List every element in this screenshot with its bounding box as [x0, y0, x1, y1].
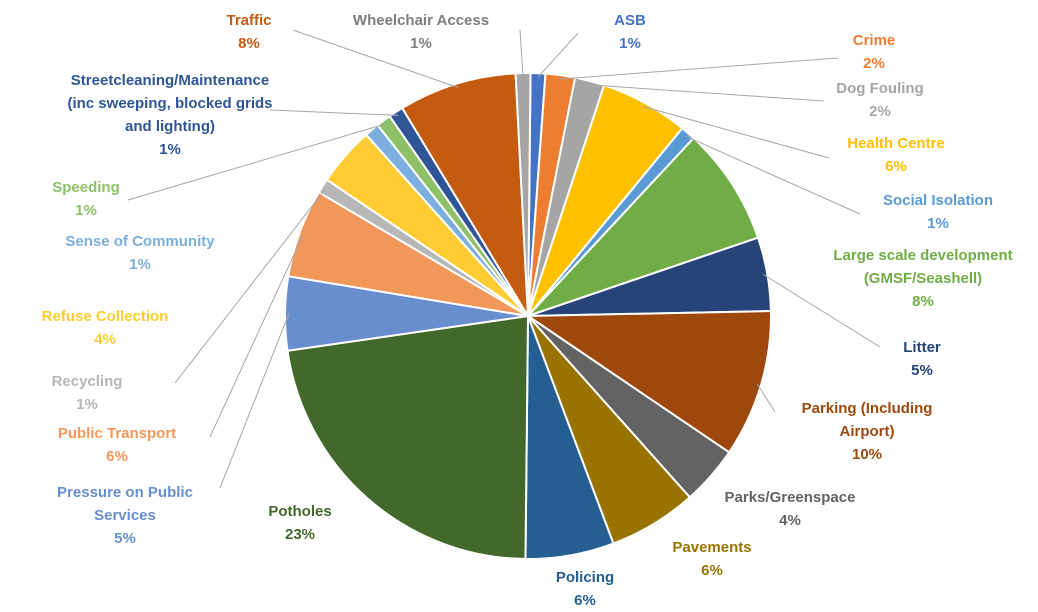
data-label-category: Streetcleaning/Maintenance: [71, 72, 269, 89]
leader-line: [559, 57, 839, 80]
data-label-percent: 4%: [94, 331, 116, 348]
data-label-percent: 23%: [285, 526, 315, 543]
data-label: Wheelchair Access 1%: [353, 12, 489, 52]
data-label-category: Pavements: [672, 539, 751, 556]
leader-lines: [127, 29, 881, 489]
data-label: Sense of Community 1%: [65, 233, 215, 273]
data-label-category: Public Transport: [58, 425, 176, 442]
data-label: Dog Fouling 2%: [836, 80, 923, 120]
leader-line: [269, 109, 399, 116]
data-label: Potholes 23%: [268, 503, 331, 543]
data-label-percent: 8%: [238, 35, 260, 52]
data-label: Crime 2%: [853, 32, 896, 72]
data-label-percent: 5%: [114, 530, 136, 547]
data-label-percent: 1%: [159, 141, 181, 158]
pie-slices: [284, 71, 772, 561]
data-label-category: Social Isolation: [883, 192, 993, 209]
data-label: Speeding 1%: [52, 179, 120, 219]
data-label: Large scale development (GMSF/Seashell) 8%: [833, 247, 1012, 310]
data-label-category: Potholes: [268, 503, 331, 520]
data-label-category: Health Centre: [847, 135, 945, 152]
data-label-category: (GMSF/Seashell): [864, 270, 982, 287]
data-label-percent: 6%: [574, 592, 596, 609]
data-label-percent: 1%: [619, 35, 641, 52]
data-label-percent: 6%: [885, 158, 907, 175]
data-label-percent: 1%: [129, 256, 151, 273]
data-label-category: Policing: [556, 569, 614, 586]
data-label-category: and lighting): [125, 118, 215, 135]
data-label-percent: 1%: [927, 215, 949, 232]
data-label-category: Large scale development: [833, 247, 1012, 264]
data-label-category: Litter: [903, 339, 941, 356]
leader-line: [209, 233, 304, 438]
data-label-category: Airport): [840, 423, 895, 440]
data-label-percent: 10%: [852, 446, 882, 463]
data-label-category: Parking (Including: [802, 400, 933, 417]
data-label: Parks/Greenspace 4%: [725, 489, 856, 529]
data-label-percent: 6%: [106, 448, 128, 465]
leader-line: [292, 29, 459, 88]
data-label: Traffic 8%: [226, 12, 271, 52]
data-label-category: (inc sweeping, blocked grids: [67, 95, 272, 112]
data-label-category: Crime: [853, 32, 896, 49]
data-label-category: Speeding: [52, 179, 120, 196]
leader-line: [588, 84, 825, 102]
data-label-percent: 2%: [863, 55, 885, 72]
data-label: Pavements 6%: [672, 539, 751, 579]
data-label: Litter 5%: [903, 339, 941, 379]
data-label-percent: 1%: [75, 202, 97, 219]
data-label-category: Sense of Community: [65, 233, 215, 250]
data-label: Pressure on Public Services 5%: [57, 484, 193, 547]
data-label-percent: 4%: [779, 512, 801, 529]
leader-line: [756, 383, 776, 413]
data-label-category: ASB: [614, 12, 646, 29]
data-label: ASB 1%: [614, 12, 646, 52]
data-label: Refuse Collection 4%: [42, 308, 169, 348]
leader-line: [127, 123, 387, 201]
data-label: Streetcleaning/Maintenance (inc sweeping,…: [67, 72, 272, 158]
pie-slice-traffic: [400, 72, 529, 317]
data-label: Parking (Including Airport) 10%: [802, 400, 933, 463]
leader-line: [219, 313, 290, 489]
data-label-category: Services: [94, 507, 156, 524]
leader-line: [519, 29, 524, 78]
leader-line: [537, 32, 579, 78]
pie-slice-parking-including-airport: [524, 310, 772, 454]
data-label: Health Centre 6%: [847, 135, 945, 175]
data-label-category: Wheelchair Access: [353, 12, 489, 29]
leader-line: [643, 106, 830, 159]
data-label-percent: 1%: [410, 35, 432, 52]
data-label-percent: 1%: [76, 396, 98, 413]
data-label-category: Refuse Collection: [42, 308, 169, 325]
leader-line: [763, 274, 881, 348]
data-label-category: Traffic: [226, 12, 271, 29]
data-label-percent: 6%: [701, 562, 723, 579]
data-label: Social Isolation 1%: [883, 192, 993, 232]
data-label-category: Pressure on Public: [57, 484, 193, 501]
data-label-percent: 5%: [911, 362, 933, 379]
data-label: Public Transport 6%: [58, 425, 176, 465]
data-label-category: Parks/Greenspace: [725, 489, 856, 506]
data-label-category: Recycling: [52, 373, 123, 390]
data-label-category: Dog Fouling: [836, 80, 923, 97]
data-label: Policing 6%: [556, 569, 614, 609]
pie-slice-potholes: [286, 314, 530, 561]
data-label-percent: 8%: [912, 293, 934, 310]
leader-line: [174, 187, 327, 384]
data-label: Recycling 1%: [52, 373, 123, 413]
data-label-percent: 2%: [869, 103, 891, 120]
leader-line: [685, 135, 861, 215]
slice-labels: ASB 1% Crime 2% Dog Fouling 2% Health Centre 6%…: [42, 12, 1013, 609]
